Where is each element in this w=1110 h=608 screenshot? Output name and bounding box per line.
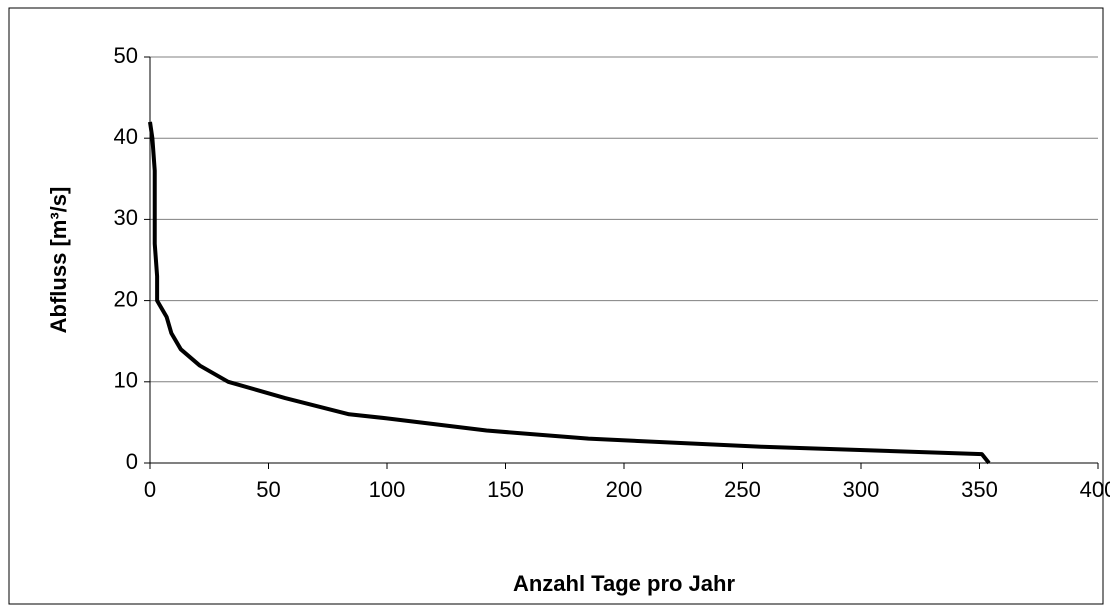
y-tick-label: 50 xyxy=(114,43,138,68)
y-tick-label: 0 xyxy=(126,449,138,474)
x-tick-label: 0 xyxy=(144,477,156,502)
x-axis-label: Anzahl Tage pro Jahr xyxy=(513,571,736,596)
x-tick-label: 350 xyxy=(961,477,998,502)
x-tick-label: 250 xyxy=(724,477,761,502)
data-line xyxy=(148,121,991,465)
x-tick-label: 100 xyxy=(369,477,406,502)
x-tick-label: 200 xyxy=(606,477,643,502)
x-tick-label: 50 xyxy=(256,477,280,502)
x-tick-label: 300 xyxy=(843,477,880,502)
x-tick-label: 150 xyxy=(487,477,524,502)
y-axis-label: Abfluss [m³/s] xyxy=(46,187,71,334)
y-tick-label: 20 xyxy=(114,286,138,311)
y-tick-label: 40 xyxy=(114,124,138,149)
y-tick-label: 30 xyxy=(114,205,138,230)
x-tick-label: 400 xyxy=(1080,477,1110,502)
chart-frame xyxy=(8,7,1104,605)
y-tick-label: 10 xyxy=(114,368,138,393)
